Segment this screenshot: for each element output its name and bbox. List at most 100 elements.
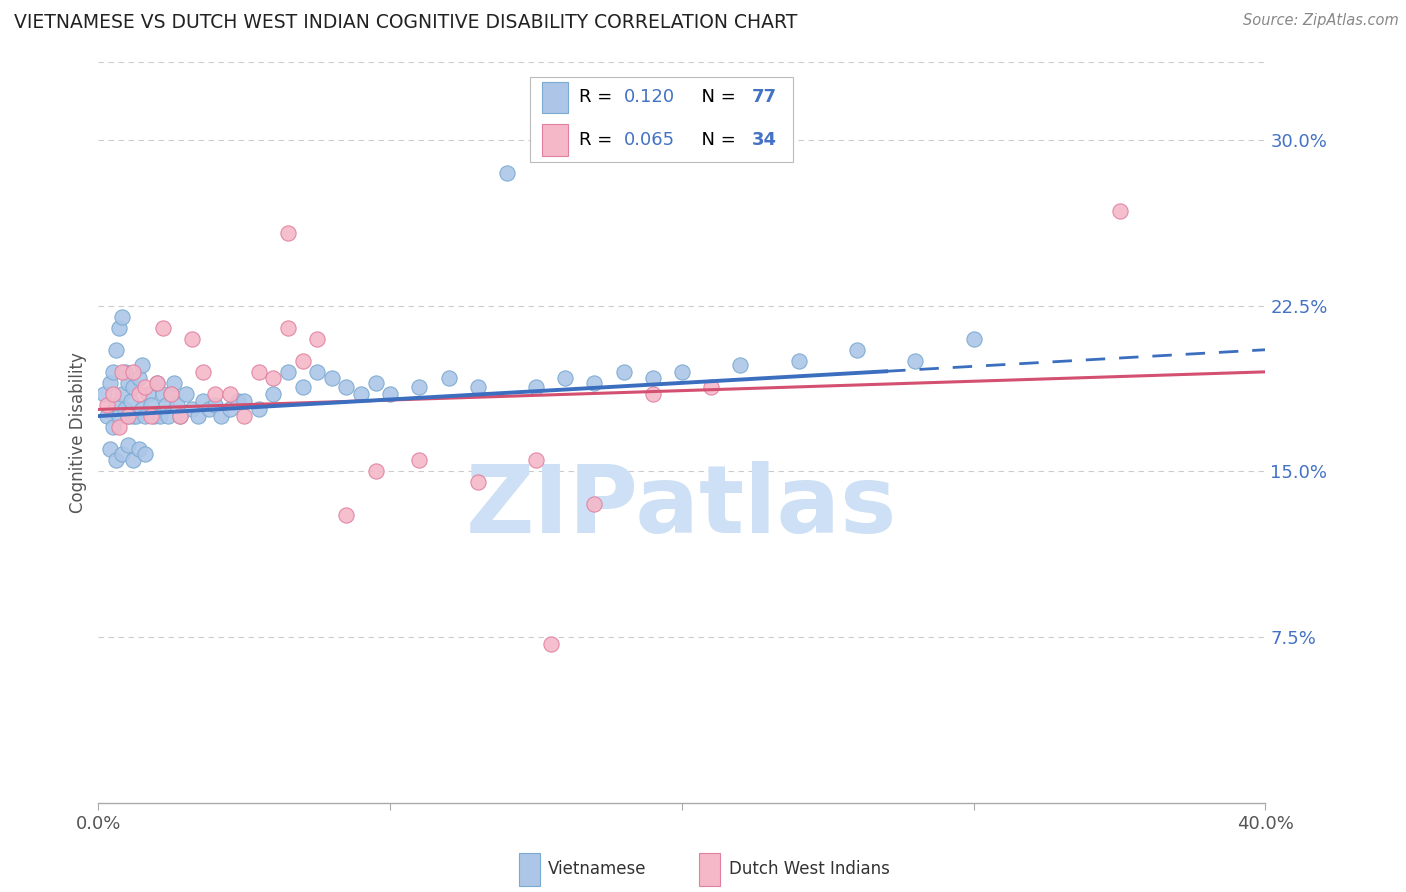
Point bbox=[101, 365, 124, 379]
Text: Vietnamese: Vietnamese bbox=[548, 861, 647, 879]
Text: Dutch West Indians: Dutch West Indians bbox=[728, 861, 890, 879]
Point bbox=[134, 380, 156, 394]
Point bbox=[108, 420, 131, 434]
Text: Source: ZipAtlas.com: Source: ZipAtlas.com bbox=[1243, 13, 1399, 29]
Point bbox=[114, 365, 136, 379]
Point bbox=[128, 371, 150, 385]
Point bbox=[291, 353, 314, 368]
Point bbox=[157, 409, 180, 423]
Text: 34: 34 bbox=[752, 131, 778, 149]
Point bbox=[247, 365, 270, 379]
Point bbox=[180, 402, 202, 417]
FancyBboxPatch shape bbox=[519, 853, 540, 886]
Point bbox=[262, 387, 284, 401]
Point bbox=[149, 409, 172, 423]
FancyBboxPatch shape bbox=[541, 82, 568, 113]
Point bbox=[131, 402, 153, 417]
Point bbox=[408, 453, 430, 467]
Point bbox=[233, 409, 256, 423]
Point bbox=[134, 409, 156, 423]
Point bbox=[139, 398, 162, 412]
Point bbox=[467, 475, 489, 490]
Point bbox=[408, 380, 430, 394]
Point bbox=[209, 409, 232, 423]
Point bbox=[101, 387, 124, 401]
Point bbox=[204, 387, 226, 401]
Point bbox=[96, 409, 118, 423]
Point bbox=[166, 398, 188, 412]
Point bbox=[96, 398, 118, 412]
Point bbox=[380, 387, 402, 401]
Text: N =: N = bbox=[690, 131, 741, 149]
Point bbox=[540, 637, 562, 651]
Point bbox=[125, 409, 148, 423]
Point bbox=[152, 387, 174, 401]
Point bbox=[437, 371, 460, 385]
Point bbox=[641, 371, 664, 385]
Point bbox=[730, 358, 752, 372]
FancyBboxPatch shape bbox=[530, 78, 793, 162]
Point bbox=[111, 365, 134, 379]
Point bbox=[117, 409, 139, 423]
Text: 0.065: 0.065 bbox=[623, 131, 675, 149]
Point bbox=[262, 371, 284, 385]
Point bbox=[104, 453, 127, 467]
Point bbox=[104, 343, 127, 357]
Point bbox=[335, 380, 357, 394]
Point bbox=[111, 387, 134, 401]
Text: N =: N = bbox=[690, 88, 741, 106]
Point bbox=[111, 447, 134, 461]
Point bbox=[169, 409, 191, 423]
Point bbox=[321, 371, 343, 385]
Point bbox=[277, 320, 299, 334]
Y-axis label: Cognitive Disability: Cognitive Disability bbox=[69, 352, 87, 513]
FancyBboxPatch shape bbox=[699, 853, 720, 886]
Point bbox=[524, 380, 547, 394]
Point bbox=[122, 409, 145, 423]
Point bbox=[291, 380, 314, 394]
Point bbox=[335, 508, 357, 523]
Point bbox=[180, 332, 202, 346]
Point bbox=[131, 358, 153, 372]
Point bbox=[307, 332, 329, 346]
Point bbox=[198, 402, 221, 417]
FancyBboxPatch shape bbox=[541, 125, 568, 155]
Text: R =: R = bbox=[579, 131, 619, 149]
Point bbox=[612, 365, 634, 379]
Point bbox=[193, 393, 215, 408]
Point bbox=[155, 398, 177, 412]
Point bbox=[122, 380, 145, 394]
Text: ZIPatlas: ZIPatlas bbox=[467, 460, 897, 553]
Point bbox=[98, 442, 121, 457]
Point bbox=[134, 447, 156, 461]
Point bbox=[139, 409, 162, 423]
Point bbox=[152, 320, 174, 334]
Point bbox=[108, 320, 131, 334]
Text: VIETNAMESE VS DUTCH WEST INDIAN COGNITIVE DISABILITY CORRELATION CHART: VIETNAMESE VS DUTCH WEST INDIAN COGNITIV… bbox=[14, 13, 797, 32]
Point bbox=[117, 409, 139, 423]
Point bbox=[1108, 203, 1130, 218]
Point bbox=[174, 387, 197, 401]
Point bbox=[93, 387, 115, 401]
Text: R =: R = bbox=[579, 88, 619, 106]
Point bbox=[247, 402, 270, 417]
Point bbox=[128, 442, 150, 457]
Point bbox=[101, 420, 124, 434]
Text: 77: 77 bbox=[752, 88, 778, 106]
Point bbox=[787, 353, 810, 368]
Point bbox=[277, 365, 299, 379]
Point bbox=[218, 402, 240, 417]
Point bbox=[128, 387, 150, 401]
Point bbox=[307, 365, 329, 379]
Point bbox=[554, 371, 576, 385]
Point bbox=[117, 438, 139, 452]
Point bbox=[641, 387, 664, 401]
Point bbox=[524, 453, 547, 467]
Point bbox=[277, 226, 299, 240]
Point bbox=[350, 387, 373, 401]
Point bbox=[583, 376, 606, 390]
Point bbox=[120, 393, 142, 408]
Point bbox=[142, 409, 165, 423]
Point bbox=[98, 376, 121, 390]
Point bbox=[962, 332, 984, 346]
